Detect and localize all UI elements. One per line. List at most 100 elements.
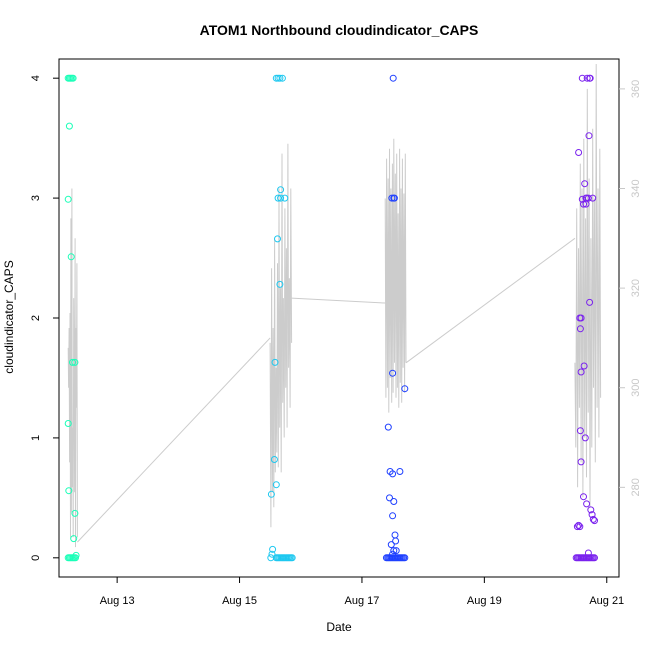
data-point <box>396 468 404 475</box>
data-point <box>581 180 589 188</box>
secondary-line-connector <box>291 297 386 304</box>
data-point <box>387 541 395 549</box>
data-point <box>392 537 400 545</box>
x-tick-label: Aug 15 <box>222 595 257 607</box>
data-point <box>270 456 278 463</box>
data-point <box>388 194 396 202</box>
data-point <box>71 358 79 366</box>
data-point <box>583 500 591 508</box>
data-point <box>585 132 593 140</box>
x-tick-label: Aug 13 <box>100 595 135 607</box>
data-point <box>65 487 73 495</box>
right-y-axis: 280 300 320 340 360 <box>619 80 642 497</box>
x-tick-label: Aug 21 <box>589 595 624 607</box>
data-point <box>575 521 583 529</box>
data-point <box>274 194 282 202</box>
y2-tick-label: 300 <box>630 379 642 397</box>
y-tick-label: 0 <box>30 555 42 561</box>
data-point <box>71 509 79 517</box>
data-point <box>72 551 80 559</box>
data-point <box>391 531 399 539</box>
data-point <box>582 200 590 208</box>
x-tick-label: Aug 19 <box>467 595 502 607</box>
data-point <box>65 122 73 130</box>
data-point <box>576 427 584 435</box>
data-point <box>389 369 397 377</box>
data-point <box>276 74 284 82</box>
y-tick-label: 4 <box>30 75 42 81</box>
data-point <box>576 523 584 531</box>
secondary-line-segment <box>384 138 407 413</box>
y-tick-label: 1 <box>30 435 42 441</box>
data-point <box>386 494 393 502</box>
secondary-line-segment <box>269 143 293 528</box>
plot-frame <box>58 58 620 578</box>
data-point <box>390 498 398 505</box>
data-point <box>272 481 280 489</box>
data-point <box>578 195 586 203</box>
data-point <box>591 517 598 525</box>
data-point <box>392 547 400 555</box>
data-point <box>580 493 587 501</box>
y-tick-label: 2 <box>30 315 42 321</box>
x-tick-label: Aug 17 <box>345 595 380 607</box>
data-point <box>64 195 72 203</box>
data-point <box>581 434 589 442</box>
y-tick-label: 3 <box>30 195 42 201</box>
data-point <box>586 74 594 82</box>
y-axis: 0 1 2 3 4 <box>30 75 59 561</box>
data-point <box>64 420 72 427</box>
data-point <box>67 253 75 261</box>
y2-tick-label: 320 <box>630 279 642 297</box>
data-point <box>577 368 585 376</box>
data-point <box>268 550 276 558</box>
data-point <box>389 512 397 520</box>
data-point <box>577 314 585 322</box>
data-point <box>69 358 76 366</box>
data-point <box>589 515 597 523</box>
secondary-line-segment <box>574 63 602 508</box>
data-point <box>277 186 285 194</box>
data-point <box>578 74 586 82</box>
y2-tick-label: 280 <box>630 478 642 496</box>
data-point <box>390 194 398 202</box>
data-point <box>573 523 581 531</box>
data-point <box>580 362 588 370</box>
data-point <box>269 545 277 553</box>
data-point <box>277 194 285 202</box>
data-point <box>591 554 598 562</box>
data-point <box>390 547 398 555</box>
x-axis-label: Date <box>326 620 352 634</box>
data-point <box>588 511 596 519</box>
data-point <box>267 490 275 498</box>
data-point <box>281 194 289 202</box>
data-point <box>586 298 594 306</box>
secondary-line-segment <box>67 188 78 548</box>
y2-tick-label: 360 <box>630 80 642 98</box>
data-point <box>271 358 279 366</box>
chart-title: ATOM1 Northbound cloudindicator_CAPS <box>200 22 479 38</box>
x-axis: Aug 13 Aug 15 Aug 17 Aug 19 Aug 21 <box>100 577 624 607</box>
secondary-line-connector <box>76 337 271 543</box>
point-series <box>64 74 598 562</box>
data-point <box>401 554 409 562</box>
secondary-line-connector <box>405 237 576 364</box>
data-point <box>587 506 595 514</box>
data-point <box>70 535 78 543</box>
data-point <box>69 74 77 82</box>
secondary-line-series <box>67 63 602 548</box>
data-point <box>274 235 281 243</box>
data-point <box>276 280 284 288</box>
data-point <box>576 325 584 333</box>
data-point <box>580 200 587 208</box>
data-point <box>583 74 591 82</box>
data-point <box>288 554 296 562</box>
y-axis-label: cloudindicator_CAPS <box>2 260 16 373</box>
data-point <box>384 423 392 431</box>
data-point <box>278 74 286 82</box>
data-point <box>401 385 409 393</box>
y2-tick-label: 340 <box>630 179 642 197</box>
data-point <box>575 149 583 156</box>
data-point <box>589 194 597 202</box>
